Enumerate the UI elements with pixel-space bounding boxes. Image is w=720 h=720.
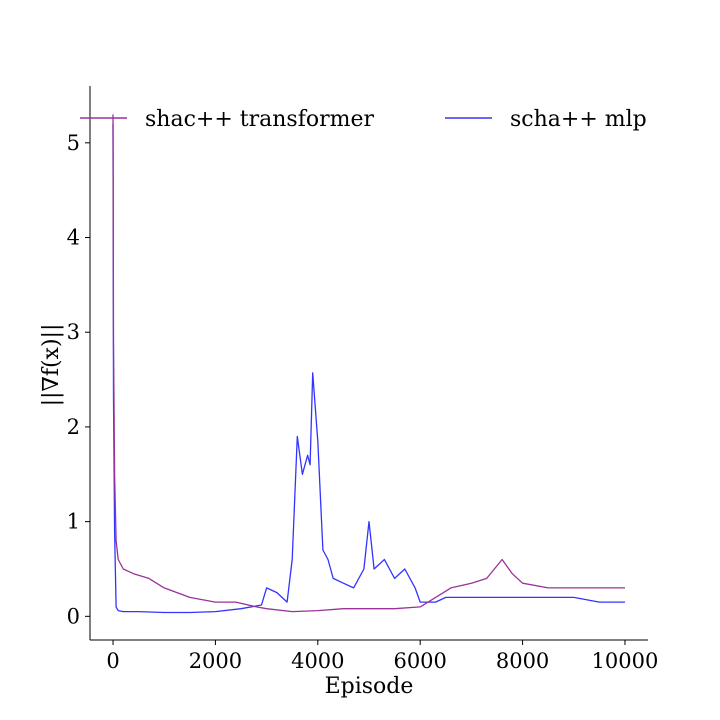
x-tick-label: 8000 <box>496 649 549 673</box>
y-tick-label: 4 <box>67 226 80 250</box>
y-tick-label: 5 <box>67 131 80 155</box>
ticks: 0 2000 4000 6000 8000 10000 0 1 2 3 4 5 <box>67 131 659 673</box>
x-tick-label: 6000 <box>393 649 446 673</box>
y-tick-label: 1 <box>67 510 80 534</box>
x-tick-label: 4000 <box>291 649 344 673</box>
legend: shac++ transformer scha++ mlp <box>80 107 647 132</box>
x-axis-label: Episode <box>325 674 414 699</box>
series-line-transformer <box>112 114 625 613</box>
x-tick-label: 0 <box>106 649 119 673</box>
y-axis-label: ||∇f(x)|| <box>39 324 64 407</box>
y-tick-label: 3 <box>67 320 80 344</box>
y-tick-label: 0 <box>67 604 80 628</box>
legend-label-mlp: scha++ mlp <box>510 107 647 132</box>
axes <box>89 86 648 641</box>
legend-label-transformer: shac++ transformer <box>145 107 374 132</box>
y-tick-label: 2 <box>67 415 80 439</box>
x-tick-label: 10000 <box>592 649 659 673</box>
plot-lines <box>112 114 625 614</box>
series-line-mlp <box>112 123 625 614</box>
x-tick-label: 2000 <box>189 649 242 673</box>
